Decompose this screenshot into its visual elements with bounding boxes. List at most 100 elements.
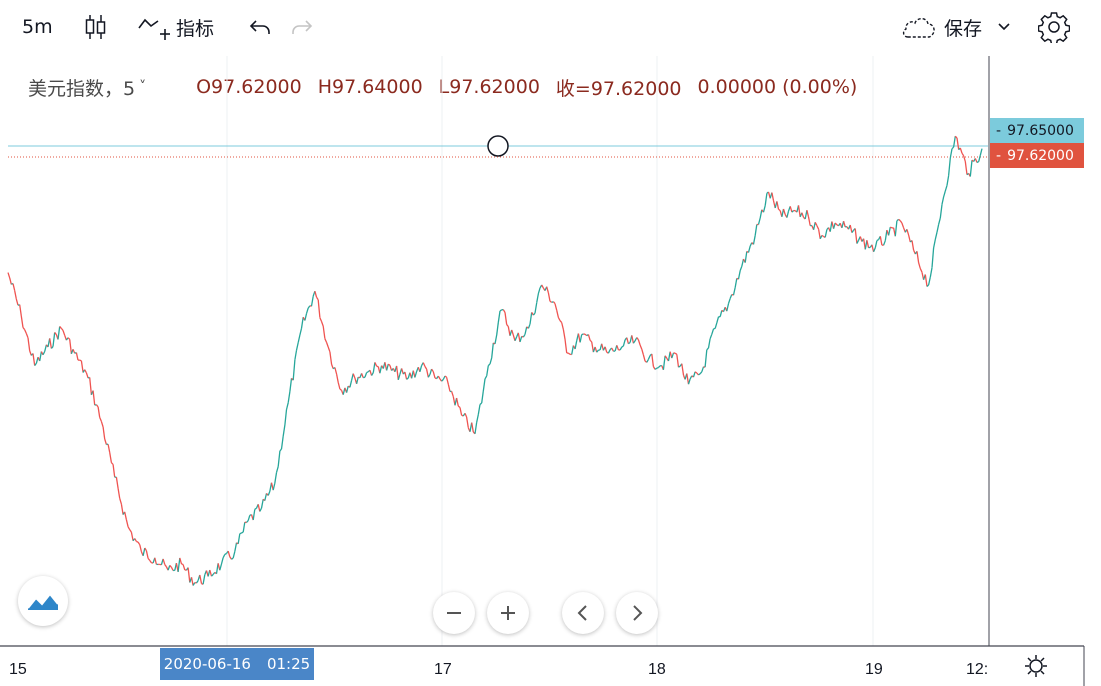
price-segment xyxy=(974,158,978,163)
price-segment xyxy=(797,205,801,217)
price-segment xyxy=(719,310,723,317)
price-segment xyxy=(882,240,886,246)
price-segment xyxy=(764,193,768,206)
interval-selector[interactable]: 5m xyxy=(22,10,53,44)
price-segment xyxy=(465,416,469,428)
price-tag-horizontal-line: 97.65000 xyxy=(990,118,1084,143)
price-segment xyxy=(514,336,518,342)
price-segment xyxy=(707,338,711,349)
price-segment xyxy=(109,452,113,463)
price-segment xyxy=(177,557,181,572)
redo-button[interactable] xyxy=(290,10,314,44)
price-segment xyxy=(589,339,593,343)
price-segment xyxy=(978,155,981,162)
price-segment xyxy=(956,137,960,150)
price-segment xyxy=(241,531,244,534)
price-segment xyxy=(716,316,720,324)
price-segment xyxy=(162,558,166,565)
price-segment xyxy=(425,368,429,378)
price-segment xyxy=(345,385,349,393)
price-segment xyxy=(636,337,639,341)
price-segment xyxy=(836,224,839,227)
price-segment xyxy=(54,332,57,335)
line-handle[interactable] xyxy=(487,135,509,157)
undo-icon xyxy=(249,20,270,34)
price-segment xyxy=(257,504,261,512)
indicators-label: 指标 xyxy=(176,17,215,40)
chart-grid xyxy=(226,56,874,646)
save-button[interactable]: 保存 xyxy=(900,10,1010,44)
price-segment xyxy=(657,365,661,369)
price-segment xyxy=(482,378,486,392)
time-label: 19 xyxy=(865,661,883,678)
price-segment xyxy=(944,185,948,192)
price-segment xyxy=(22,327,26,331)
price-segment xyxy=(676,354,680,368)
chevron-down-icon[interactable] xyxy=(998,23,1010,31)
minus-icon xyxy=(447,612,461,614)
price-segment xyxy=(824,229,828,238)
price-segment xyxy=(292,359,296,381)
price-segment xyxy=(242,522,246,533)
price-segment xyxy=(868,246,871,249)
price-segment xyxy=(125,519,129,527)
zoom-out-button[interactable] xyxy=(433,592,475,634)
price-segment xyxy=(757,217,761,225)
price-segment xyxy=(499,309,503,312)
scroll-left-button[interactable] xyxy=(562,592,604,634)
price-segment xyxy=(734,278,738,288)
price-segment xyxy=(591,341,595,353)
time-label: 12: xyxy=(966,661,988,678)
symbol-name[interactable]: 美元指数，5 xyxy=(28,77,136,100)
price-segment xyxy=(84,369,87,374)
zoom-in-button[interactable] xyxy=(487,592,529,634)
price-segment xyxy=(574,340,578,350)
price-segment xyxy=(300,317,304,329)
price-segment xyxy=(611,347,614,352)
price-segment xyxy=(219,563,223,571)
price-segment xyxy=(557,317,561,321)
price-segment xyxy=(481,391,484,404)
chart-type-button[interactable] xyxy=(84,10,108,44)
price-segment xyxy=(521,335,524,338)
price-segment xyxy=(656,366,659,369)
price-chart[interactable]: 15 17 18 19 12: xyxy=(0,56,1101,686)
price-segment xyxy=(674,352,678,355)
price-segment xyxy=(919,268,923,273)
price-segment xyxy=(524,326,528,335)
price-segment xyxy=(129,529,132,533)
price-segment xyxy=(497,310,501,323)
price-segment xyxy=(195,580,199,584)
price-segment xyxy=(319,317,323,322)
price-segment xyxy=(329,351,333,365)
top-toolbar: 5m 指标 保存 xyxy=(0,0,1101,56)
price-segment xyxy=(859,236,863,242)
price-segment xyxy=(667,351,671,362)
price-segment xyxy=(976,161,980,164)
price-segment xyxy=(104,438,108,445)
undo-button[interactable] xyxy=(248,10,272,44)
price-segment xyxy=(364,372,368,378)
axis-settings-icon[interactable] xyxy=(1024,654,1048,678)
price-segment xyxy=(434,377,437,380)
price-segment xyxy=(239,532,242,535)
chevron-right-icon xyxy=(633,605,643,621)
price-segment xyxy=(759,209,763,219)
price-segment xyxy=(280,436,284,450)
price-segment xyxy=(926,284,930,287)
price-segment xyxy=(182,564,186,571)
settings-button[interactable] xyxy=(1038,10,1070,44)
price-segment xyxy=(15,298,19,306)
chevron-down-icon[interactable]: ˅ xyxy=(139,79,147,95)
price-segment xyxy=(20,315,24,328)
indicators-button[interactable]: 指标 xyxy=(138,10,214,44)
logo-button[interactable] xyxy=(18,576,68,626)
price-series xyxy=(7,135,983,586)
price-segment xyxy=(951,146,955,150)
price-segment xyxy=(832,222,836,229)
candlestick-icon xyxy=(85,15,106,39)
scroll-right-button[interactable] xyxy=(616,592,658,634)
price-segment xyxy=(314,291,318,298)
price-segment xyxy=(52,332,56,347)
price-segment xyxy=(791,210,794,213)
